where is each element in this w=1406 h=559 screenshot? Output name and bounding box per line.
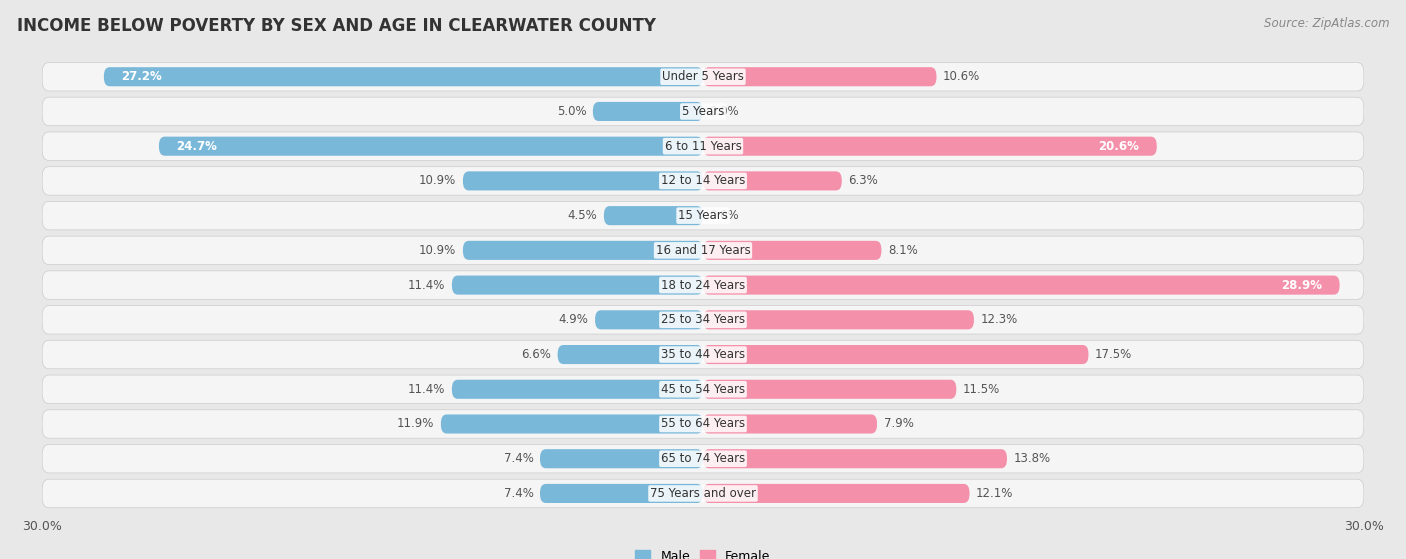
- FancyBboxPatch shape: [593, 102, 703, 121]
- Text: 25 to 34 Years: 25 to 34 Years: [661, 313, 745, 326]
- FancyBboxPatch shape: [703, 276, 1340, 295]
- Text: 12 to 14 Years: 12 to 14 Years: [661, 174, 745, 187]
- FancyBboxPatch shape: [540, 449, 703, 468]
- Text: 13.8%: 13.8%: [1014, 452, 1050, 465]
- FancyBboxPatch shape: [42, 97, 1364, 126]
- FancyBboxPatch shape: [42, 132, 1364, 160]
- FancyBboxPatch shape: [441, 414, 703, 434]
- Text: 17.5%: 17.5%: [1095, 348, 1132, 361]
- FancyBboxPatch shape: [159, 136, 703, 156]
- FancyBboxPatch shape: [42, 375, 1364, 404]
- Text: 7.9%: 7.9%: [883, 418, 914, 430]
- Text: 11.4%: 11.4%: [408, 278, 446, 292]
- FancyBboxPatch shape: [463, 172, 703, 191]
- Text: 16 and 17 Years: 16 and 17 Years: [655, 244, 751, 257]
- Legend: Male, Female: Male, Female: [630, 544, 776, 559]
- Text: 28.9%: 28.9%: [1281, 278, 1322, 292]
- Text: Source: ZipAtlas.com: Source: ZipAtlas.com: [1264, 17, 1389, 30]
- FancyBboxPatch shape: [703, 414, 877, 434]
- FancyBboxPatch shape: [42, 63, 1364, 91]
- FancyBboxPatch shape: [42, 201, 1364, 230]
- Text: 11.4%: 11.4%: [408, 383, 446, 396]
- FancyBboxPatch shape: [703, 136, 1157, 156]
- FancyBboxPatch shape: [558, 345, 703, 364]
- FancyBboxPatch shape: [42, 236, 1364, 264]
- FancyBboxPatch shape: [703, 380, 956, 399]
- Text: 0.0%: 0.0%: [710, 209, 740, 222]
- FancyBboxPatch shape: [703, 241, 882, 260]
- Text: Under 5 Years: Under 5 Years: [662, 70, 744, 83]
- Text: 5 Years: 5 Years: [682, 105, 724, 118]
- FancyBboxPatch shape: [451, 276, 703, 295]
- Text: 12.1%: 12.1%: [976, 487, 1014, 500]
- Text: 75 Years and over: 75 Years and over: [650, 487, 756, 500]
- Text: 6.3%: 6.3%: [848, 174, 879, 187]
- Text: 12.3%: 12.3%: [980, 313, 1018, 326]
- Text: 65 to 74 Years: 65 to 74 Years: [661, 452, 745, 465]
- Text: 10.9%: 10.9%: [419, 174, 457, 187]
- FancyBboxPatch shape: [703, 345, 1088, 364]
- Text: 7.4%: 7.4%: [503, 452, 533, 465]
- FancyBboxPatch shape: [703, 310, 974, 329]
- FancyBboxPatch shape: [42, 410, 1364, 438]
- Text: 27.2%: 27.2%: [121, 70, 162, 83]
- Text: 7.4%: 7.4%: [503, 487, 533, 500]
- Text: 4.5%: 4.5%: [568, 209, 598, 222]
- Text: 6 to 11 Years: 6 to 11 Years: [665, 140, 741, 153]
- Text: 6.6%: 6.6%: [522, 348, 551, 361]
- FancyBboxPatch shape: [703, 67, 936, 86]
- FancyBboxPatch shape: [104, 67, 703, 86]
- Text: 5.0%: 5.0%: [557, 105, 586, 118]
- FancyBboxPatch shape: [605, 206, 703, 225]
- Text: 11.9%: 11.9%: [396, 418, 434, 430]
- Text: 8.1%: 8.1%: [889, 244, 918, 257]
- Text: 4.9%: 4.9%: [558, 313, 589, 326]
- Text: 18 to 24 Years: 18 to 24 Years: [661, 278, 745, 292]
- Text: 15 Years: 15 Years: [678, 209, 728, 222]
- FancyBboxPatch shape: [703, 172, 842, 191]
- FancyBboxPatch shape: [42, 271, 1364, 299]
- FancyBboxPatch shape: [42, 444, 1364, 473]
- FancyBboxPatch shape: [42, 340, 1364, 369]
- Text: 20.6%: 20.6%: [1098, 140, 1139, 153]
- Text: 11.5%: 11.5%: [963, 383, 1000, 396]
- Text: 10.9%: 10.9%: [419, 244, 457, 257]
- FancyBboxPatch shape: [42, 479, 1364, 508]
- Text: 24.7%: 24.7%: [177, 140, 218, 153]
- Text: 35 to 44 Years: 35 to 44 Years: [661, 348, 745, 361]
- FancyBboxPatch shape: [703, 484, 970, 503]
- Text: 10.6%: 10.6%: [943, 70, 980, 83]
- FancyBboxPatch shape: [42, 306, 1364, 334]
- FancyBboxPatch shape: [540, 484, 703, 503]
- Text: 45 to 54 Years: 45 to 54 Years: [661, 383, 745, 396]
- FancyBboxPatch shape: [703, 449, 1007, 468]
- FancyBboxPatch shape: [42, 167, 1364, 195]
- FancyBboxPatch shape: [595, 310, 703, 329]
- FancyBboxPatch shape: [451, 380, 703, 399]
- FancyBboxPatch shape: [463, 241, 703, 260]
- Text: 55 to 64 Years: 55 to 64 Years: [661, 418, 745, 430]
- Text: 0.0%: 0.0%: [710, 105, 740, 118]
- Text: INCOME BELOW POVERTY BY SEX AND AGE IN CLEARWATER COUNTY: INCOME BELOW POVERTY BY SEX AND AGE IN C…: [17, 17, 655, 35]
